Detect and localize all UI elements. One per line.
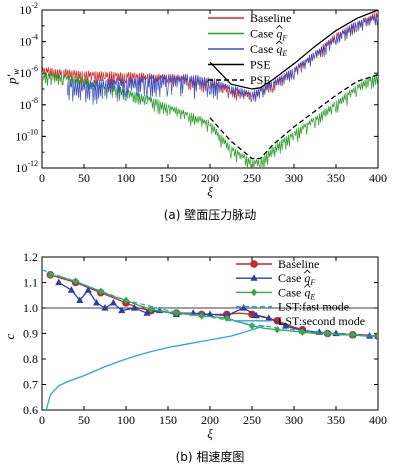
x-tick-label: 250: [243, 413, 261, 427]
x-tick-label: 200: [201, 171, 219, 185]
y-tick-label: 10-10: [15, 127, 38, 143]
series-line-5: [45, 325, 265, 410]
data-point: [143, 309, 151, 316]
data-point: [240, 304, 248, 311]
data-point: [206, 310, 214, 317]
legend-label: Case qF: [278, 271, 315, 287]
legend-swatch-marker: [250, 260, 258, 268]
x-tick-label: 0: [39, 171, 45, 185]
legend-label: PSE: [250, 73, 271, 87]
panel-b: 0 50 100 150 200 250 300 350 400 0.6 0.7 0.8 0.9 1.0 1…: [2, 250, 387, 464]
data-point: [252, 311, 260, 319]
y-tick-label: 1.1: [23, 276, 38, 290]
data-point: [198, 311, 205, 320]
data-point: [93, 298, 101, 306]
y-tick-label: 1.2: [23, 250, 38, 264]
hat-accent: [304, 283, 311, 288]
data-point: [282, 321, 290, 329]
data-point: [248, 322, 256, 330]
y-axis-label: c: [2, 333, 17, 339]
data-point: [173, 309, 180, 317]
y-tick-label: 10-8: [19, 96, 38, 112]
legend-label: Case qE: [278, 285, 315, 301]
series-line-3: [66, 15, 378, 105]
data-point: [324, 329, 331, 338]
x-tick-label: 300: [285, 413, 303, 427]
data-point: [76, 296, 84, 303]
panel-caption: (b) 相速度图: [176, 449, 245, 464]
y-tick-label: 0.8: [23, 352, 38, 366]
x-axis-label: ξ: [207, 426, 213, 441]
x-tick-label: 50: [78, 171, 90, 185]
x-tick-label: 100: [117, 171, 135, 185]
data-point: [72, 277, 79, 286]
y-tick-label: 0.6: [23, 403, 38, 417]
data-point: [130, 304, 138, 311]
x-tick-label: 350: [327, 413, 345, 427]
hat-accent: [276, 40, 283, 45]
x-tick-label: 200: [201, 413, 219, 427]
y-tick-label: 0.9: [23, 327, 38, 341]
x-tick-label: 350: [327, 171, 345, 185]
x-tick-label: 0: [39, 413, 45, 427]
x-tick-label: 400: [369, 413, 387, 427]
data-point: [101, 304, 109, 311]
data-point: [118, 306, 126, 314]
data-point: [366, 332, 374, 339]
series-line-4: [42, 269, 378, 337]
y-tick-label: 1.0: [23, 301, 38, 315]
x-tick-label: 250: [243, 171, 261, 185]
y-tick-label: 0.7: [23, 378, 38, 392]
x-tick-label: 300: [285, 171, 303, 185]
data-point: [55, 278, 63, 286]
data-point: [349, 330, 356, 339]
legend-label: Case qE: [250, 42, 287, 58]
x-tick-label: 400: [369, 171, 387, 185]
hat-accent: [304, 269, 311, 274]
series-group: [42, 10, 378, 168]
legend-label: LST:second mode: [278, 314, 365, 328]
x-tick-label: 100: [117, 413, 135, 427]
data-point: [265, 314, 273, 321]
legend-label: PSE: [250, 58, 271, 72]
series-line-4: [209, 10, 378, 90]
x-axis-label: ξ: [207, 184, 213, 199]
data-point: [67, 286, 75, 293]
y-axis-label: p'w: [4, 69, 21, 85]
data-point: [97, 287, 104, 296]
series-line-5: [209, 74, 378, 160]
series-line-1: [42, 11, 378, 102]
legend-swatch-marker: [250, 288, 258, 297]
legend-label: Baseline: [250, 11, 291, 25]
panel-caption: (a) 壁面压力脉动: [164, 207, 257, 222]
x-tick-label: 150: [159, 413, 177, 427]
legend-label: Case qF: [250, 27, 287, 43]
legend-swatch-marker: [250, 274, 258, 281]
hat-accent: [276, 24, 283, 29]
panel-a: 0 50 100 150 200 250 300 350 400 10-2 10-4 10-6 10-8…: [4, 1, 387, 222]
data-point: [84, 286, 92, 293]
y-tick-label: 10-4: [19, 33, 38, 49]
data-point: [109, 298, 117, 306]
series-group: [42, 269, 378, 410]
y-tick-label: 10-12: [15, 159, 38, 175]
y-tick-label: 10-2: [19, 1, 38, 17]
legend-label: LST:fast mode: [278, 300, 349, 314]
data-point: [148, 305, 155, 314]
x-tick-label: 150: [159, 171, 177, 185]
data-point: [47, 271, 54, 279]
y-tick-label: 10-6: [19, 64, 38, 80]
x-tick-label: 50: [78, 413, 90, 427]
legend-label: Baseline: [278, 257, 319, 271]
data-point: [374, 332, 378, 340]
